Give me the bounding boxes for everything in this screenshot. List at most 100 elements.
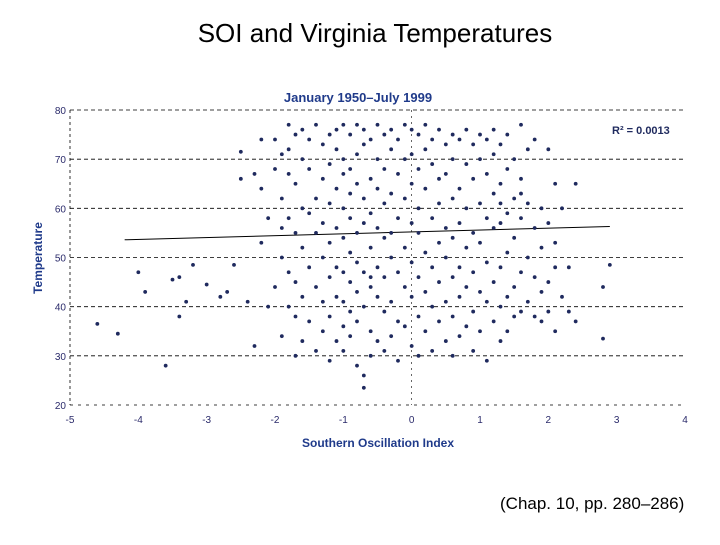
data-point [450, 132, 455, 137]
data-point [279, 196, 284, 201]
data-point [430, 304, 435, 309]
data-point [361, 385, 366, 390]
data-point [430, 162, 435, 166]
data-point [396, 216, 400, 221]
data-point [519, 191, 523, 196]
data-point [416, 167, 421, 171]
data-point [498, 142, 503, 147]
data-point [382, 201, 387, 206]
data-point [368, 176, 373, 181]
data-point [423, 122, 428, 127]
data-point [478, 201, 482, 206]
data-point [95, 321, 100, 326]
data-point [457, 186, 462, 191]
data-point [293, 280, 298, 284]
x-tick-label: -5 [66, 415, 75, 426]
data-point [136, 270, 141, 275]
data-point [402, 324, 407, 329]
x-tick-label: -1 [339, 415, 348, 426]
data-point [320, 329, 325, 334]
data-point [525, 147, 530, 152]
data-point [491, 152, 496, 157]
data-point [368, 245, 373, 250]
data-point [348, 250, 353, 255]
data-point [457, 221, 462, 225]
data-point [443, 172, 448, 176]
data-point [396, 358, 400, 363]
x-tick-label: 4 [682, 415, 688, 426]
data-point [307, 319, 312, 324]
data-point [327, 132, 332, 137]
data-point [286, 147, 291, 152]
data-point [307, 211, 312, 216]
data-point [532, 314, 537, 319]
data-point [457, 334, 462, 339]
data-point [375, 339, 380, 343]
data-point [532, 137, 537, 142]
data-point [519, 122, 523, 127]
data-point [416, 132, 421, 137]
data-point [252, 172, 257, 176]
data-point [498, 181, 503, 186]
data-point [143, 290, 148, 294]
data-point [566, 309, 571, 314]
x-tick-label: 0 [409, 415, 415, 426]
data-point [314, 196, 318, 201]
data-point [382, 349, 387, 353]
data-point [389, 334, 394, 339]
data-point [443, 339, 448, 343]
data-point [348, 167, 353, 171]
data-point [484, 260, 489, 265]
data-point [293, 231, 298, 235]
data-point [546, 147, 551, 152]
data-point [505, 167, 510, 171]
data-point [355, 319, 359, 324]
data-point [307, 265, 312, 270]
data-point [553, 265, 558, 270]
data-point [279, 334, 284, 339]
data-point [170, 277, 175, 282]
data-point [348, 280, 353, 284]
data-point [464, 162, 469, 166]
data-point [307, 167, 312, 171]
data-point [416, 353, 421, 358]
data-point [368, 353, 373, 358]
data-point [437, 319, 441, 324]
y-tick-label: 20 [55, 401, 67, 412]
x-tick-label: -3 [202, 415, 211, 426]
data-point [464, 285, 469, 289]
data-point [396, 319, 400, 324]
data-point [402, 157, 407, 162]
data-point [464, 127, 469, 132]
data-point [484, 137, 489, 142]
data-point [355, 181, 359, 186]
data-point [273, 167, 277, 171]
data-point [402, 196, 407, 201]
data-point [437, 201, 441, 206]
data-point [519, 270, 523, 275]
data-point [450, 314, 455, 319]
data-point [177, 314, 182, 319]
data-point [450, 275, 455, 280]
data-point [464, 245, 469, 250]
data-point [334, 265, 339, 270]
data-point [409, 181, 414, 186]
data-point [443, 142, 448, 147]
data-point [320, 221, 325, 225]
data-point [450, 157, 455, 162]
data-point [478, 132, 482, 137]
axes: 20 30 40 50 60 70 80 -5 -4 -3 -2 -1 0 1 2 3 4 [55, 106, 688, 426]
data-point [498, 221, 503, 225]
data-point [532, 275, 537, 280]
data-point [539, 290, 544, 294]
data-point [573, 319, 578, 324]
data-point [279, 152, 284, 157]
data-point [396, 172, 400, 176]
data-point [245, 299, 250, 304]
slide-title: SOI and Virginia Temperatures [197, 18, 553, 48]
data-point [505, 211, 510, 216]
data-point [348, 309, 353, 314]
data-point [320, 299, 325, 304]
data-point [450, 235, 455, 240]
